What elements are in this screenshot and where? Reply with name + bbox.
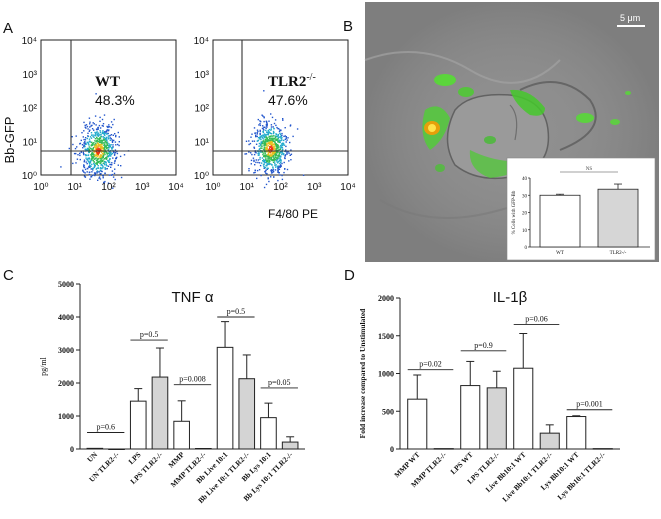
bar bbox=[460, 385, 481, 450]
flow-y-tick: 10² bbox=[195, 104, 210, 115]
p-value-annotation: p=0.5 bbox=[140, 330, 159, 339]
il1b-chart: IL-1β 0 500 1000 1500 2000 Fold increase compa… bbox=[358, 289, 620, 504]
bar bbox=[238, 378, 256, 450]
inset-y-tick: 10 bbox=[522, 229, 528, 234]
panel-a-y-label: Bb-GFP bbox=[2, 117, 17, 164]
category-label: LPS bbox=[127, 450, 143, 466]
flow-y-tick: 10² bbox=[23, 104, 38, 115]
y-tick-label: 5000 bbox=[58, 280, 74, 289]
flow-y-tick: 10⁰ bbox=[194, 171, 209, 182]
panel-d-letter: D bbox=[344, 267, 355, 284]
p-value-annotation: p=0.6 bbox=[96, 423, 115, 432]
y-tick-label: 0 bbox=[70, 445, 74, 454]
flow-x-tick: 10¹ bbox=[240, 182, 255, 193]
panel-a-letter: A bbox=[3, 20, 13, 37]
category-label: UN bbox=[85, 450, 99, 464]
flow-x-tick: 10² bbox=[273, 182, 288, 193]
flow-y-tick: 10¹ bbox=[195, 137, 210, 148]
p-value-annotation: p=0.02 bbox=[419, 360, 442, 369]
bar bbox=[151, 376, 169, 450]
flow-y-tick: 10³ bbox=[23, 70, 38, 81]
bar bbox=[486, 387, 507, 450]
flow-y-tick: 10⁴ bbox=[194, 36, 209, 47]
scale-bar-label: 5 μm bbox=[620, 13, 640, 23]
flow-tlr2-name: TLR2-/- bbox=[268, 72, 316, 90]
chart-title: IL-1β bbox=[493, 289, 528, 306]
y-tick-label: 3000 bbox=[58, 346, 74, 355]
inset-sig-label: NS bbox=[586, 167, 593, 172]
bar bbox=[260, 417, 277, 450]
flow-x-tick: 10³ bbox=[307, 182, 322, 193]
panel-a-x-label: F4/80 PE bbox=[268, 207, 318, 221]
bar bbox=[108, 448, 125, 450]
panel-b-letter: B bbox=[343, 18, 353, 35]
y-tick-label: 500 bbox=[382, 407, 394, 416]
flow-plot-wt: WT 48.3% bbox=[40, 39, 177, 189]
flow-wt-percent: 48.3% bbox=[95, 92, 135, 108]
inset-bar bbox=[539, 194, 581, 248]
y-tick-label: 1000 bbox=[378, 370, 394, 379]
flow-x-tick: 10² bbox=[101, 182, 116, 193]
panel-c-letter: C bbox=[3, 267, 14, 284]
category-label: MMP bbox=[166, 450, 186, 470]
p-value-annotation: p=0.5 bbox=[227, 307, 246, 316]
flow-y-tick: 10⁴ bbox=[22, 36, 37, 47]
bar bbox=[173, 420, 190, 450]
p-value-annotation: p=0.06 bbox=[525, 314, 548, 323]
bar bbox=[566, 416, 587, 450]
p-value-annotation: p=0.05 bbox=[268, 378, 291, 387]
flow-x-tick: 10⁰ bbox=[205, 182, 220, 193]
bar bbox=[407, 398, 428, 450]
y-tick-label: 2000 bbox=[378, 294, 394, 303]
bar bbox=[433, 448, 454, 450]
inset-category: WT bbox=[556, 251, 564, 256]
flow-y-tick: 10³ bbox=[195, 70, 210, 81]
chart-title: TNF α bbox=[172, 289, 214, 306]
y-axis-label: pg/ml bbox=[39, 356, 48, 375]
flow-tlr2-percent: 47.6% bbox=[268, 92, 308, 108]
inset-y-tick: 0 bbox=[525, 246, 528, 251]
inset-y-tick: 40 bbox=[522, 177, 528, 182]
inset-y-tick: 20 bbox=[522, 212, 528, 217]
flow-x-tick: 10³ bbox=[135, 182, 150, 193]
bar bbox=[216, 346, 234, 450]
p-value-annotation: p=0.001 bbox=[576, 400, 603, 409]
p-value-annotation: p=0.9 bbox=[474, 341, 493, 350]
y-tick-label: 1000 bbox=[58, 412, 74, 421]
bar bbox=[129, 400, 147, 450]
bar bbox=[513, 367, 534, 450]
category-label: LPS WT bbox=[449, 450, 475, 476]
bar bbox=[281, 441, 299, 450]
flow-x-tick: 10⁰ bbox=[33, 182, 48, 193]
inset-y-tick: 30 bbox=[522, 194, 528, 199]
y-tick-label: 0 bbox=[390, 445, 394, 454]
flow-y-tick: 10¹ bbox=[23, 137, 38, 148]
y-tick-label: 1500 bbox=[378, 332, 394, 341]
inset-bar-chart: 0 10 20 30 40 % Cells with GFP-Bb WT TLR2-/- NS bbox=[506, 157, 656, 261]
bar bbox=[539, 432, 560, 450]
flow-x-tick: 10¹ bbox=[68, 182, 83, 193]
category-label: Lys Bb10:1 TLR2-/- bbox=[556, 450, 608, 502]
flow-x-tick: 10⁴ bbox=[168, 182, 183, 193]
bar bbox=[86, 447, 104, 450]
inset-category: TLR2-/- bbox=[610, 251, 627, 256]
y-tick-label: 2000 bbox=[58, 379, 74, 388]
bar bbox=[195, 448, 212, 450]
flow-y-tick: 10⁰ bbox=[22, 171, 37, 182]
inset-y-label: % Cells with GFP-Bb bbox=[512, 190, 517, 234]
y-axis-label: Fold increase compared to Unstimulated bbox=[358, 308, 367, 439]
inset-bar bbox=[597, 188, 639, 248]
flow-x-tick: 10⁴ bbox=[340, 182, 355, 193]
flow-plot-tlr2: TLR2-/- 47.6% bbox=[212, 39, 349, 189]
p-value-annotation: p=0.008 bbox=[179, 375, 206, 384]
y-tick-label: 4000 bbox=[58, 313, 74, 322]
flow-wt-name: WT bbox=[95, 74, 120, 90]
bar bbox=[592, 448, 613, 450]
